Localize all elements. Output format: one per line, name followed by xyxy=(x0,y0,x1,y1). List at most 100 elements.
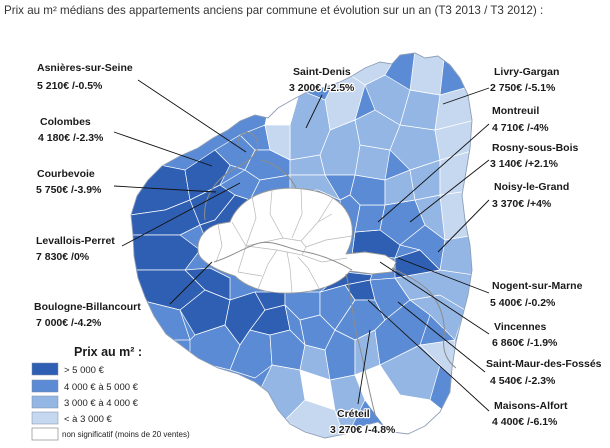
arrondissement-boundary xyxy=(245,237,307,256)
seine-river xyxy=(213,241,353,271)
commune-price-change: 4 180€ /-2.3% xyxy=(38,132,104,144)
label-saint-maur-des-fosses: Saint-Maur-des-Fossés 4 540€ /-2.3% xyxy=(485,357,603,388)
commune-area xyxy=(131,234,201,271)
label-asnieres-sur-seine: Asnières-sur-Seine 5 210€ /-0.5% xyxy=(36,61,134,93)
label-creteil: Créteil 3 270€ /-4.8% xyxy=(329,407,397,437)
paris-arrondissement-lines xyxy=(215,187,353,294)
label-colombes: Colombes 4 180€ /-2.3% xyxy=(37,115,105,145)
legend-label: 3 000 € à 4 000 € xyxy=(64,398,139,409)
label-vincennes: Vincennes 6 860€ /-1.9% xyxy=(491,320,559,350)
commune-price-change: 4 710€ /-4% xyxy=(492,122,549,134)
commune-price-change: 3 370€ /+4% xyxy=(492,198,552,210)
commune-price-change: 7 830€ /0% xyxy=(36,251,90,263)
arrondissement-boundary xyxy=(317,213,333,223)
commune-area xyxy=(379,344,441,401)
legend-label: non significatif (moins de 20 ventes) xyxy=(62,430,190,439)
commune-area xyxy=(329,374,366,438)
commune-name: Créteil xyxy=(337,408,370,420)
label-courbevoie: Courbevoie 5 750€ /-3.9% xyxy=(35,167,103,197)
legend-swatch xyxy=(31,379,59,393)
commune-name: Saint-Maur-des-Fossés xyxy=(486,358,602,370)
commune-price-change: 5 210€ /-0.5% xyxy=(37,80,103,92)
leader-lines xyxy=(113,79,490,412)
arrondissement-boundary xyxy=(297,256,321,291)
commune-area xyxy=(354,144,391,181)
commune-name: Boulogne-Billancourt xyxy=(34,301,141,313)
arrondissement-boundary xyxy=(301,254,348,263)
commune-area xyxy=(364,74,411,126)
legend-title: Prix au m² : xyxy=(74,345,142,359)
legend-swatch xyxy=(31,427,59,441)
label-saint-denis: Saint-Denis 3 200€ /-2.5% xyxy=(288,65,356,95)
commune-price-change: 5 750€ /-3.9% xyxy=(36,184,102,196)
seine-river xyxy=(261,159,297,189)
commune-name: Noisy-le-Grand xyxy=(494,181,569,193)
label-livry-gargan: Livry-Gargan 2 750€ /-5.1% xyxy=(489,65,561,95)
legend-swatch xyxy=(31,362,59,376)
commune-price-change: 2 750€ /-5.1% xyxy=(490,82,556,94)
commune-name: Courbevoie xyxy=(37,168,95,180)
label-boulogne-billancourt: Boulogne-Billancourt 7 000€ /-4.2% xyxy=(33,300,143,330)
commune-price-change: 6 860€ /-1.9% xyxy=(492,337,558,349)
commune-labels: Asnières-sur-Seine 5 210€ /-0.5% Colombe… xyxy=(33,61,603,437)
leader-line xyxy=(113,131,213,167)
leader-line xyxy=(379,261,490,335)
commune-price-change: 3 270€ /-4.8% xyxy=(330,424,396,436)
leader-line xyxy=(137,79,247,153)
commune-price-change: 4 400€ /-6.1% xyxy=(492,416,558,428)
leader-line xyxy=(397,301,486,373)
label-nogent-sur-marne: Nogent-sur-Marne 5 400€ /-0.2% xyxy=(489,279,584,310)
arrondissement-boundary xyxy=(305,235,353,248)
map-title: Prix au m² médians des appartements anci… xyxy=(4,4,543,17)
arrondissement-boundary xyxy=(215,223,223,263)
leader-line xyxy=(169,261,213,305)
legend-label: 4 000 € à 5 000 € xyxy=(64,382,139,393)
label-levallois-perret: Levallois-Perret 7 830€ /0% xyxy=(35,234,117,264)
commune-name: Rosny-sous-Bois xyxy=(492,142,579,154)
legend-swatch xyxy=(31,411,59,425)
commune-name: Maisons-Alfort xyxy=(494,400,568,412)
commune-name: Livry-Gargan xyxy=(494,66,559,78)
commune-name: Colombes xyxy=(40,116,91,128)
label-rosny-sous-bois: Rosny-sous-Bois 3 140€ /+2.1% xyxy=(489,141,580,171)
leader-line xyxy=(367,299,490,412)
seine-river xyxy=(345,273,377,419)
marne-river xyxy=(391,267,457,369)
arrondissement-boundary xyxy=(245,195,257,247)
commune-price-change: 7 000€ /-4.2% xyxy=(36,317,102,329)
commune-name: Asnières-sur-Seine xyxy=(37,62,133,74)
commune-price-change: 4 540€ /-2.3% xyxy=(490,375,556,387)
leader-line xyxy=(305,94,323,129)
commune-price-change: 3 200€ /-2.5% xyxy=(289,82,355,94)
commune-area xyxy=(439,234,472,276)
legend-label: < à 3 000 € xyxy=(64,414,113,425)
arrondissement-boundary xyxy=(237,271,263,277)
arrondissement-boundary xyxy=(269,189,284,239)
leader-line xyxy=(437,199,490,253)
arrondissement-boundary xyxy=(291,187,303,239)
legend-label: > 5 000 € xyxy=(64,365,105,376)
legend-swatch xyxy=(31,395,59,409)
leader-line xyxy=(442,87,490,105)
commune-name: Vincennes xyxy=(494,321,546,333)
commune-price-change: 3 140€ /+2.1% xyxy=(490,158,559,170)
label-maisons-alfort: Maisons-Alfort 4 400€ /-6.1% xyxy=(491,399,569,429)
label-noisy-le-grand: Noisy-le-Grand 3 370€ /+4% xyxy=(491,180,571,211)
leader-line xyxy=(357,329,371,405)
leader-line xyxy=(377,123,490,223)
leader-line xyxy=(121,182,241,247)
commune-area xyxy=(409,53,446,96)
commune-price-change: 5 400€ /-0.2% xyxy=(490,297,556,309)
arrondissement-boundary xyxy=(286,251,293,294)
legend: Prix au m² : > 5 000 € 4 000 € à 5 000 €… xyxy=(31,345,190,441)
commune-name: Nogent-sur-Marne xyxy=(492,280,583,292)
leader-line xyxy=(113,185,217,193)
commune-name: Saint-Denis xyxy=(293,66,351,78)
commune-name: Montreuil xyxy=(492,105,539,117)
label-montreuil: Montreuil 4 710€ /-4% xyxy=(491,104,551,135)
map-outline xyxy=(130,52,473,439)
leader-line xyxy=(397,257,490,294)
leader-line xyxy=(409,159,490,223)
